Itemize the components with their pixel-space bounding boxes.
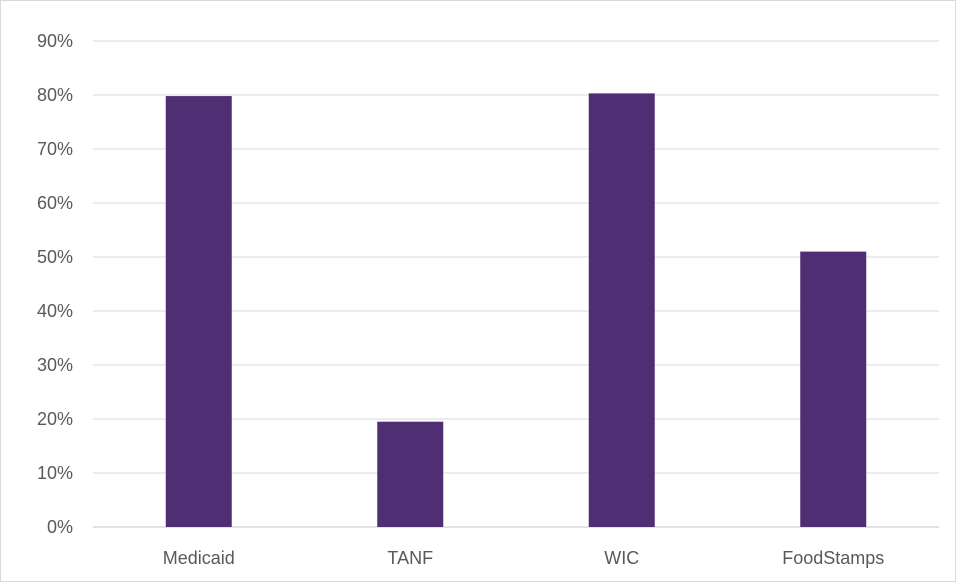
bar-wic bbox=[588, 93, 655, 527]
x-tick-label-tanf: TANF bbox=[387, 548, 433, 568]
y-tick-label: 10% bbox=[37, 463, 73, 483]
x-tick-label-wic: WIC bbox=[604, 548, 639, 568]
bar-foodstamps bbox=[800, 251, 867, 527]
y-tick-label: 80% bbox=[37, 85, 73, 105]
bar-tanf bbox=[377, 421, 444, 527]
y-tick-label: 30% bbox=[37, 355, 73, 375]
x-axis-tick-labels: Medicaid TANF WIC FoodStamps bbox=[163, 548, 885, 568]
bars bbox=[165, 93, 867, 527]
y-tick-label: 40% bbox=[37, 301, 73, 321]
y-tick-label: 70% bbox=[37, 139, 73, 159]
y-tick-label: 50% bbox=[37, 247, 73, 267]
bar-medicaid bbox=[165, 96, 232, 527]
y-tick-label: 90% bbox=[37, 31, 73, 51]
x-tick-label-medicaid: Medicaid bbox=[163, 548, 235, 568]
gridlines bbox=[93, 40, 939, 528]
y-tick-label: 60% bbox=[37, 193, 73, 213]
y-axis-tick-labels: 0% 10% 20% 30% 40% 50% 60% 70% 80% 90% bbox=[37, 31, 73, 537]
y-tick-label: 0% bbox=[47, 517, 73, 537]
y-tick-label: 20% bbox=[37, 409, 73, 429]
x-tick-label-foodstamps: FoodStamps bbox=[782, 548, 884, 568]
